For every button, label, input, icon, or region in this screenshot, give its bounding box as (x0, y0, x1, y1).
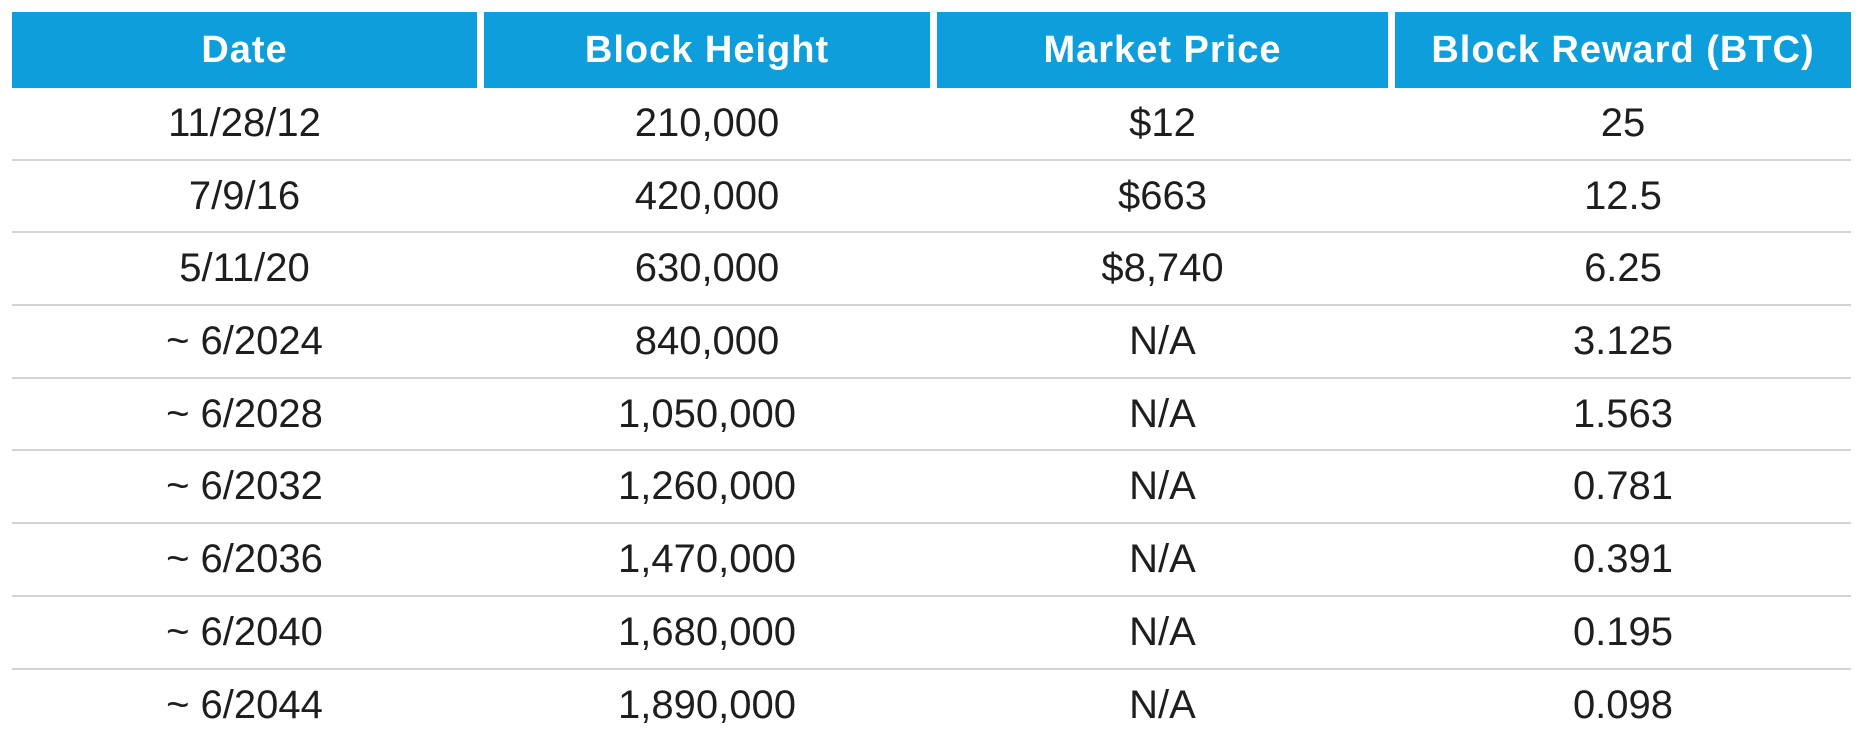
cell-block-reward: 0.391 (1572, 536, 1674, 581)
cell-market-price: $12 (1129, 100, 1196, 145)
table-row: 5/11/20 630,000 $8,740 6.25 (12, 233, 1851, 307)
cell-block-reward: 0.195 (1572, 609, 1674, 654)
cell-block-height: 630,000 (634, 246, 780, 291)
cell-block-height: 840,000 (634, 318, 780, 363)
cell-block-height: 420,000 (634, 173, 780, 218)
table-row: ~ 6/2024 840,000 N/A 3.125 (12, 306, 1851, 379)
cell-market-price: N/A (1129, 318, 1196, 363)
cell-market-price: N/A (1129, 464, 1196, 509)
table-row: 11/28/12 210,000 $12 25 (12, 88, 1851, 161)
table-row: 7/9/16 420,000 $663 12.5 (12, 161, 1851, 234)
cell-block-reward: 12.5 (1584, 173, 1662, 218)
cell-block-reward: 25 (1600, 100, 1646, 145)
cell-block-reward: 0.781 (1572, 464, 1674, 509)
cell-market-price: N/A (1129, 683, 1196, 728)
cell-block-reward: 6.25 (1584, 246, 1662, 291)
cell-block-reward: 0.098 (1572, 683, 1674, 728)
cell-date: ~ 6/2028 (166, 391, 323, 436)
table-row: ~ 6/2028 1,050,000 N/A 1.563 (12, 379, 1851, 452)
cell-market-price: N/A (1129, 536, 1196, 581)
cell-date: ~ 6/2040 (166, 609, 323, 654)
cell-block-height: 1,680,000 (618, 609, 796, 654)
cell-block-reward: 1.563 (1572, 391, 1674, 436)
cell-date: ~ 6/2032 (166, 464, 323, 509)
cell-block-height: 1,890,000 (618, 683, 796, 728)
column-header-market-price: Market Price (937, 12, 1388, 88)
cell-block-height: 1,470,000 (618, 536, 796, 581)
cell-market-price: N/A (1129, 609, 1196, 654)
cell-date: 11/28/12 (168, 100, 321, 145)
table-body: 11/28/12 210,000 $12 25 7/9/16 420,000 $663 12.… (12, 88, 1851, 742)
cell-market-price: $8,740 (1101, 246, 1224, 291)
cell-date: 5/11/20 (179, 246, 310, 291)
table-row: ~ 6/2036 1,470,000 N/A 0.391 (12, 524, 1851, 597)
cell-block-height: 210,000 (634, 100, 780, 145)
column-header-block-height: Block Height (484, 12, 930, 88)
column-header-date: Date (12, 12, 477, 88)
cell-date: ~ 6/2044 (166, 683, 323, 728)
cell-block-reward: 3.125 (1572, 318, 1674, 363)
cell-block-height: 1,260,000 (618, 464, 796, 509)
table-header-row: Date Block Height Market Price Block Reward… (12, 12, 1851, 88)
cell-date: 7/9/16 (188, 173, 301, 218)
cell-market-price: N/A (1129, 391, 1196, 436)
cell-date: ~ 6/2024 (166, 318, 323, 363)
table-row: ~ 6/2032 1,260,000 N/A 0.781 (12, 451, 1851, 525)
cell-date: ~ 6/2036 (166, 536, 323, 581)
table-row: ~ 6/2040 1,680,000 N/A 0.195 (12, 597, 1851, 670)
column-header-block-reward-btc: Block Reward (BTC) (1395, 12, 1851, 88)
cell-block-height: 1,050,000 (618, 391, 796, 436)
table-row: ~ 6/2044 1,890,000 N/A 0.098 (12, 670, 1851, 742)
cell-market-price: $663 (1118, 173, 1207, 218)
